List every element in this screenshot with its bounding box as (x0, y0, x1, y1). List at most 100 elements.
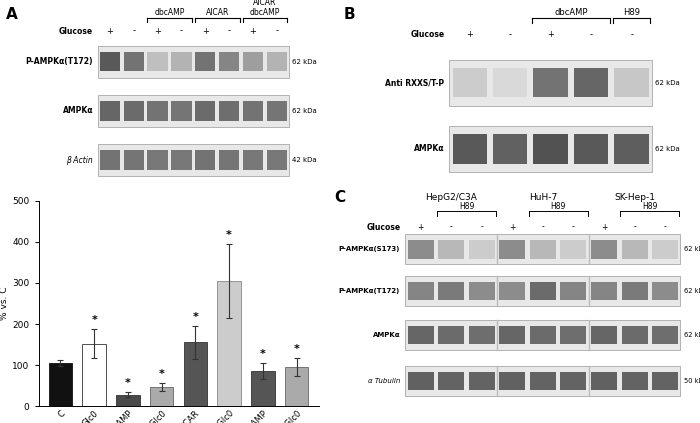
Bar (452, 134, 487, 164)
Bar (591, 240, 617, 258)
Text: 62 kDa: 62 kDa (684, 332, 700, 338)
Bar (99, 52, 120, 71)
Text: β Actin: β Actin (66, 156, 93, 165)
Text: P-AMPKα(S173): P-AMPKα(S173) (339, 246, 400, 252)
Bar (48, 363, 72, 406)
Text: *: * (293, 344, 300, 354)
Bar (183, 343, 207, 406)
Bar (652, 282, 678, 300)
Bar (591, 371, 617, 390)
Bar (408, 240, 434, 258)
Bar (148, 151, 168, 170)
Bar (123, 52, 144, 71)
Bar (98, 46, 289, 78)
Bar (251, 371, 274, 406)
Bar (449, 126, 652, 172)
Text: *: * (125, 378, 131, 388)
Bar (622, 240, 648, 258)
Text: 62 kDa: 62 kDa (684, 288, 700, 294)
Text: -: - (542, 222, 545, 232)
Bar (285, 367, 309, 406)
Bar (452, 68, 487, 97)
Text: -: - (509, 30, 512, 39)
Bar (499, 282, 526, 300)
Bar (98, 144, 289, 176)
Text: -: - (664, 222, 666, 232)
Text: *: * (91, 315, 97, 325)
Text: AICAR
dbcAMP: AICAR dbcAMP (250, 0, 280, 17)
Bar (172, 52, 192, 71)
Text: 62 kDa: 62 kDa (655, 146, 680, 152)
Text: +: + (250, 27, 256, 36)
Text: dbcAMP: dbcAMP (554, 8, 587, 17)
Text: P-AMPKα(T172): P-AMPKα(T172) (339, 288, 400, 294)
Bar (148, 52, 168, 71)
Text: -: - (450, 222, 453, 232)
Bar (469, 371, 495, 390)
Bar (267, 151, 287, 170)
Bar (243, 52, 263, 71)
Bar (615, 68, 649, 97)
Bar (405, 276, 680, 306)
Bar (123, 102, 144, 121)
Bar (615, 134, 649, 164)
Bar (195, 151, 216, 170)
Text: AICAR: AICAR (206, 8, 229, 17)
Text: +: + (547, 30, 554, 39)
Text: H89: H89 (623, 8, 640, 17)
Bar (591, 326, 617, 344)
Bar (652, 240, 678, 258)
Text: +: + (466, 30, 473, 39)
Bar (530, 240, 556, 258)
Text: Anti RXXS/T-P: Anti RXXS/T-P (385, 78, 444, 87)
Bar (530, 326, 556, 344)
Text: +: + (418, 222, 424, 232)
Text: -: - (634, 222, 636, 232)
Text: 62 kDa: 62 kDa (292, 108, 316, 114)
Text: HepG2/C3A: HepG2/C3A (426, 193, 477, 202)
Text: H89: H89 (459, 201, 474, 211)
Text: +: + (154, 27, 161, 36)
Bar (148, 102, 168, 121)
Text: +: + (106, 27, 113, 36)
Text: -: - (132, 27, 135, 36)
Text: C: C (334, 190, 345, 206)
Bar (172, 151, 192, 170)
Bar (219, 52, 239, 71)
Bar (438, 240, 464, 258)
Bar (408, 326, 434, 344)
Bar (561, 282, 587, 300)
Text: -: - (630, 30, 633, 39)
Bar (150, 387, 174, 406)
Text: *: * (226, 230, 232, 240)
Text: 42 kDa: 42 kDa (292, 157, 316, 163)
Bar (405, 320, 680, 350)
Text: 50 kDa: 50 kDa (684, 378, 700, 384)
Bar (561, 240, 587, 258)
Text: SK-Hep-1: SK-Hep-1 (614, 193, 655, 202)
Bar (449, 60, 652, 106)
Text: H89: H89 (642, 201, 657, 211)
Text: 62 kDa: 62 kDa (655, 80, 680, 85)
Bar (408, 282, 434, 300)
Bar (561, 326, 587, 344)
Text: AMPKα: AMPKα (63, 107, 93, 115)
Bar (574, 68, 608, 97)
Bar (219, 151, 239, 170)
Text: -: - (572, 222, 575, 232)
Text: -: - (480, 222, 483, 232)
Bar (499, 371, 526, 390)
Text: *: * (260, 349, 266, 359)
Text: +: + (202, 27, 209, 36)
Text: α Tubulin: α Tubulin (368, 378, 400, 384)
Text: -: - (275, 27, 279, 36)
Bar (561, 371, 587, 390)
Text: Glucose: Glucose (59, 27, 93, 36)
Bar (530, 371, 556, 390)
Bar (267, 102, 287, 121)
Text: *: * (193, 312, 198, 322)
Bar (493, 134, 527, 164)
Bar (405, 234, 680, 264)
Bar (438, 371, 464, 390)
Text: HuH-7: HuH-7 (528, 193, 557, 202)
